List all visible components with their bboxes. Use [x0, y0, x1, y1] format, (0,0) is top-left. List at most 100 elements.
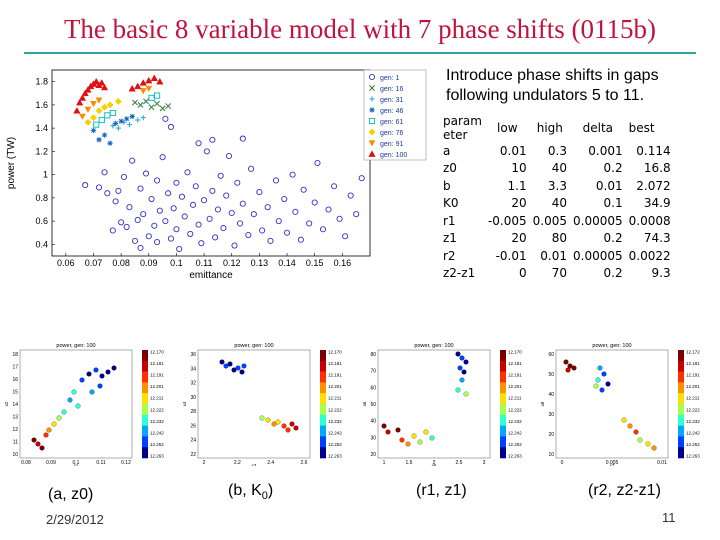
heatmap-y-tick: 34 — [190, 366, 196, 372]
heatmap-dot — [56, 415, 62, 421]
heatmap-dot — [457, 365, 463, 371]
data-point — [173, 179, 180, 186]
data-point — [214, 206, 221, 213]
x-tick-label: 0.13 — [251, 258, 269, 268]
legend-marker — [368, 150, 376, 157]
data-point — [239, 200, 246, 207]
param-low: 0 — [519, 266, 527, 281]
colorbar-segment — [500, 425, 506, 437]
y-tick-labels: 0.4 0.6 0.8 1 1.2 1.4 1.6 1.8 — [35, 77, 55, 249]
data-point — [212, 234, 219, 241]
y-tick-label: 1 — [43, 170, 48, 180]
legend-marker — [369, 107, 375, 113]
heatmap-y-tick: 15 — [12, 390, 18, 396]
colorbar-segment — [678, 350, 684, 362]
heatmap-dot — [381, 423, 387, 429]
param-best: 0.0008 — [628, 213, 671, 228]
data-point — [248, 165, 255, 172]
param-name: K0 — [443, 196, 459, 211]
x-tick-label: 0.12 — [223, 258, 241, 268]
data-point — [209, 136, 216, 143]
data-point — [115, 125, 121, 131]
colorbar-label: 12.252 — [150, 442, 164, 447]
data-point — [358, 175, 365, 182]
param-delta: 0.2 — [603, 231, 623, 246]
data-point — [234, 179, 241, 186]
legend-label: gen: 46 — [380, 108, 403, 115]
heatmap-x-label: x1 — [74, 463, 79, 466]
data-point — [192, 183, 199, 190]
data-point — [165, 190, 172, 197]
data-point — [231, 242, 238, 249]
data-point — [118, 219, 125, 226]
heatmap-y-tick: 80 — [370, 352, 376, 358]
colorbar-label: 12.191 — [686, 373, 700, 378]
data-point — [325, 206, 332, 213]
data-point — [109, 109, 116, 117]
data-point — [132, 99, 138, 106]
colorbar-segment — [320, 382, 326, 394]
colorbar-segment — [142, 393, 148, 405]
param-low: 20 — [511, 231, 527, 246]
data-point — [137, 185, 144, 192]
data-point — [342, 233, 349, 240]
data-point — [225, 152, 233, 160]
heatmap-x-tick: 0.12 — [121, 460, 131, 466]
heatmap-dot — [571, 365, 577, 371]
heatmap-y-tick: 36 — [190, 352, 196, 358]
legend-label: gen: 16 — [380, 86, 403, 93]
data-point — [236, 220, 244, 227]
heatmap-title: power, gen: 100 — [414, 343, 453, 349]
param-best: 2.072 — [636, 178, 671, 193]
colorbar-segment — [500, 447, 506, 459]
param-name: z0 — [443, 161, 457, 176]
colorbar-label: 12.181 — [686, 361, 700, 366]
param-best: 0.114 — [636, 143, 671, 158]
data-point — [113, 120, 119, 127]
colorbar-label: 12.232 — [150, 419, 164, 424]
header-param-line2: eter — [443, 128, 468, 142]
data-point — [143, 98, 149, 105]
heatmap-dot — [61, 409, 67, 415]
data-point — [100, 103, 109, 111]
legend-label: gen: 31 — [380, 97, 403, 104]
colorbar-segment — [678, 360, 684, 372]
data-point — [159, 154, 166, 161]
x-axis-label: emittance — [189, 270, 233, 281]
colorbar-label: 12.222 — [686, 407, 700, 412]
data-point — [206, 215, 213, 222]
heatmap-plot-area — [197, 349, 311, 459]
heatmap-x-tick: 0.01 — [657, 460, 667, 466]
param-name: r1 — [443, 213, 456, 228]
colorbar-label: 12.222 — [508, 407, 522, 412]
heatmap-x-tick: 0.1 — [73, 460, 80, 466]
param-best: 74.3 — [643, 231, 671, 246]
heatmap-y-label: x6 — [362, 401, 367, 406]
heatmap-dot — [395, 427, 401, 433]
heatmap-x-tick: 1 — [383, 460, 386, 466]
data-point — [300, 186, 307, 193]
colorbar-segment — [678, 436, 684, 448]
heatmap-dot — [293, 425, 299, 431]
plot-frame — [51, 69, 371, 257]
data-point — [292, 208, 299, 215]
heatmap-dot — [645, 441, 651, 447]
slide-title: The basic 8 variable model with 7 phase … — [63, 14, 657, 44]
colorbar-segment — [500, 404, 506, 416]
data-point — [256, 189, 263, 196]
heatmap-plot-area — [377, 349, 491, 459]
data-point — [154, 100, 161, 107]
colorbar-label: 12.263 — [686, 454, 700, 459]
colorbar-segment — [500, 371, 506, 383]
colorbar-label: 12.252 — [328, 442, 342, 447]
colorbar: 12.170 12.181 12.191 12.201 12.211 12.222 12.2… — [500, 350, 522, 459]
header-cell: high — [536, 121, 563, 135]
heatmap-dot — [71, 389, 77, 395]
heatmap-y-tick: 30 — [370, 435, 376, 441]
heatmap-y-label: x8 — [540, 401, 545, 406]
heatmap-x-tick: 0.08 — [21, 460, 31, 466]
heatmap-y-tick: 12 — [12, 427, 18, 433]
heatmap-x-tick: 0.11 — [96, 460, 106, 466]
header-cell: param eter — [440, 114, 485, 142]
heatmap-axis-ticks: 1 1.5 2 2.5 3 80 70 60 50 40 30 20 x5 x6 — [362, 352, 486, 466]
